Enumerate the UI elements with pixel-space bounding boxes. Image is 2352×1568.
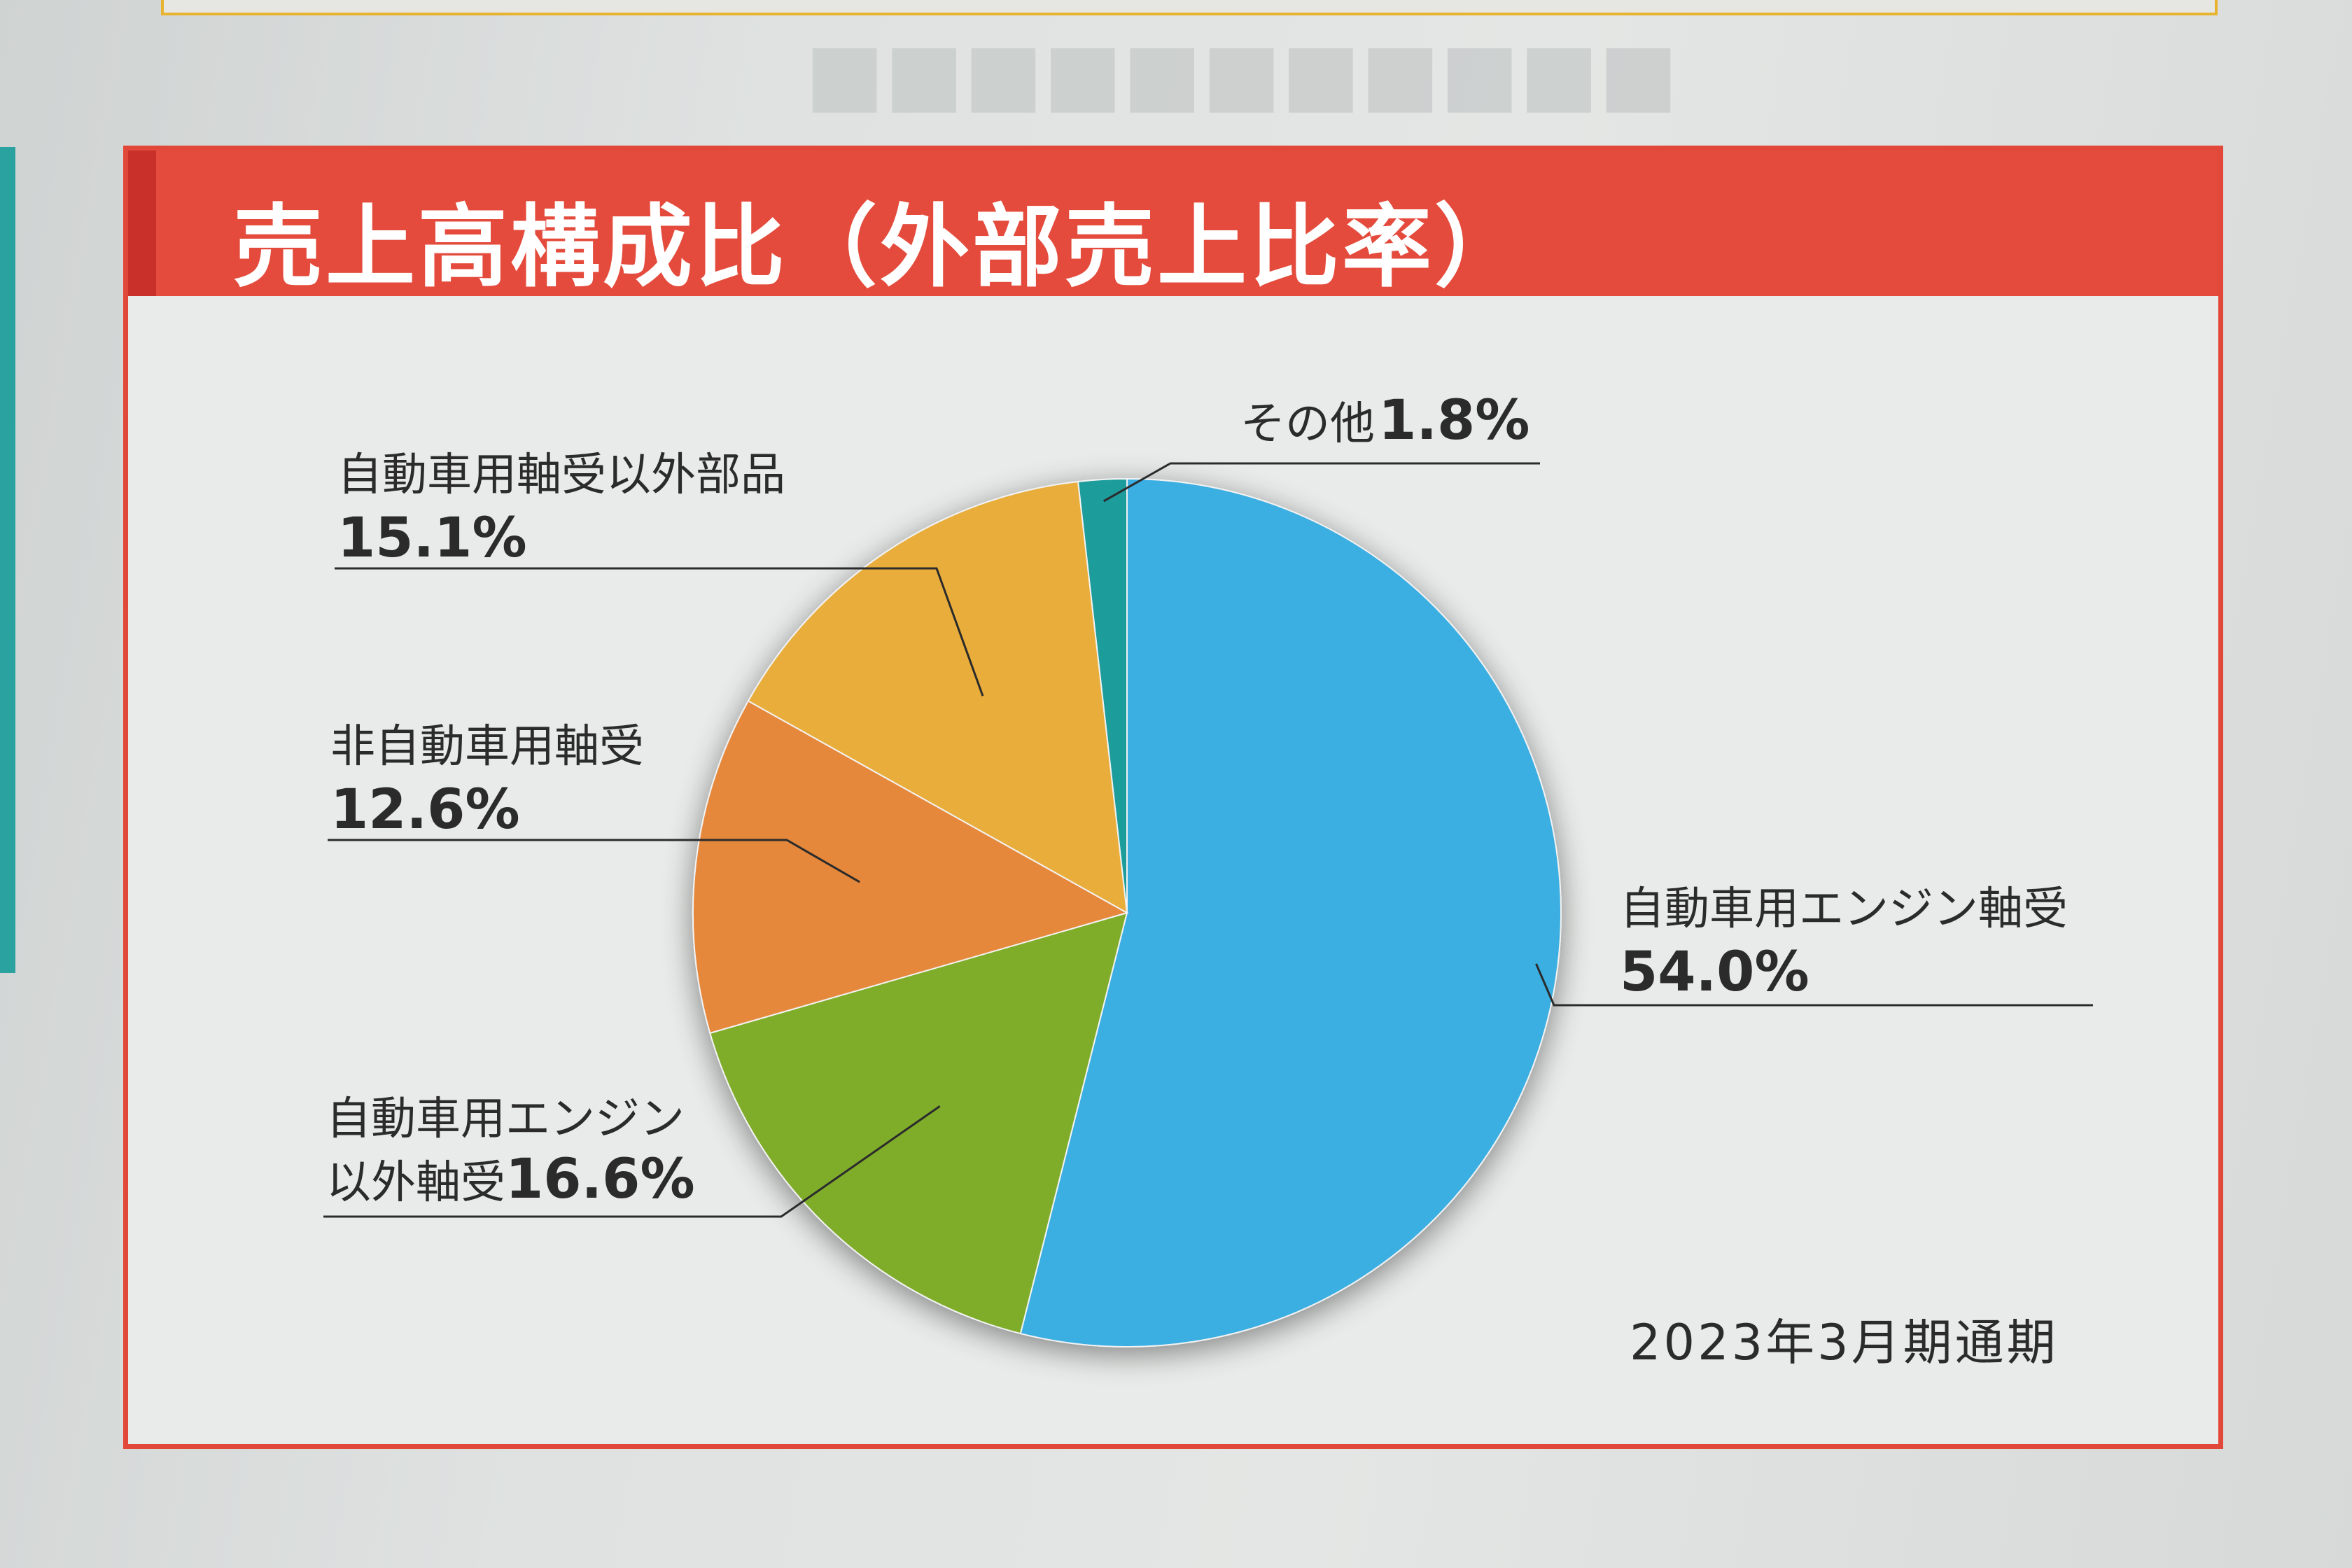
leader-line-non-bearing-parts [335,567,984,696]
slice-label-non-engine-bearings: 自動車用エンジン 以外軸受16.6% [326,1093,695,1211]
panel-header: 売上高構成比（外部売上比率） [128,150,2218,300]
show-through-heading: ■■■■■■■■■■■ [805,25,1679,122]
header-accent [128,150,156,296]
leader-line-non-engine-bearings [323,1105,941,1218]
leader-line-other [1103,462,1540,503]
pie-slice-non-bearing-parts [747,480,1128,914]
chart-title: 売上高構成比（外部売上比率） [233,195,1527,300]
slice-label-other: その他 1.8% [1240,389,1530,452]
pie-slice-non-automotive-bearings [692,699,1129,1035]
pie-slice-other [1077,477,1128,913]
leader-line-engine-bearings [1535,963,2093,1007]
pie-slice-engine-bearings [1019,477,1562,1348]
previous-section-border [161,0,2218,15]
period-caption: 2023年3月期通期 [1630,1314,2059,1371]
slice-label-non-automotive-bearings: 非自動車用軸受 12.6% [330,721,644,841]
leader-line-non-automotive-bearings [328,839,860,883]
slice-label-non-bearing-parts: 自動車用軸受以外部品 15.1% [337,449,785,570]
pie-slice-non-engine-bearings [709,911,1128,1335]
slice-label-engine-bearings: 自動車用エンジン軸受 54.0% [1620,883,2068,1004]
page-edge-accent [0,147,15,973]
